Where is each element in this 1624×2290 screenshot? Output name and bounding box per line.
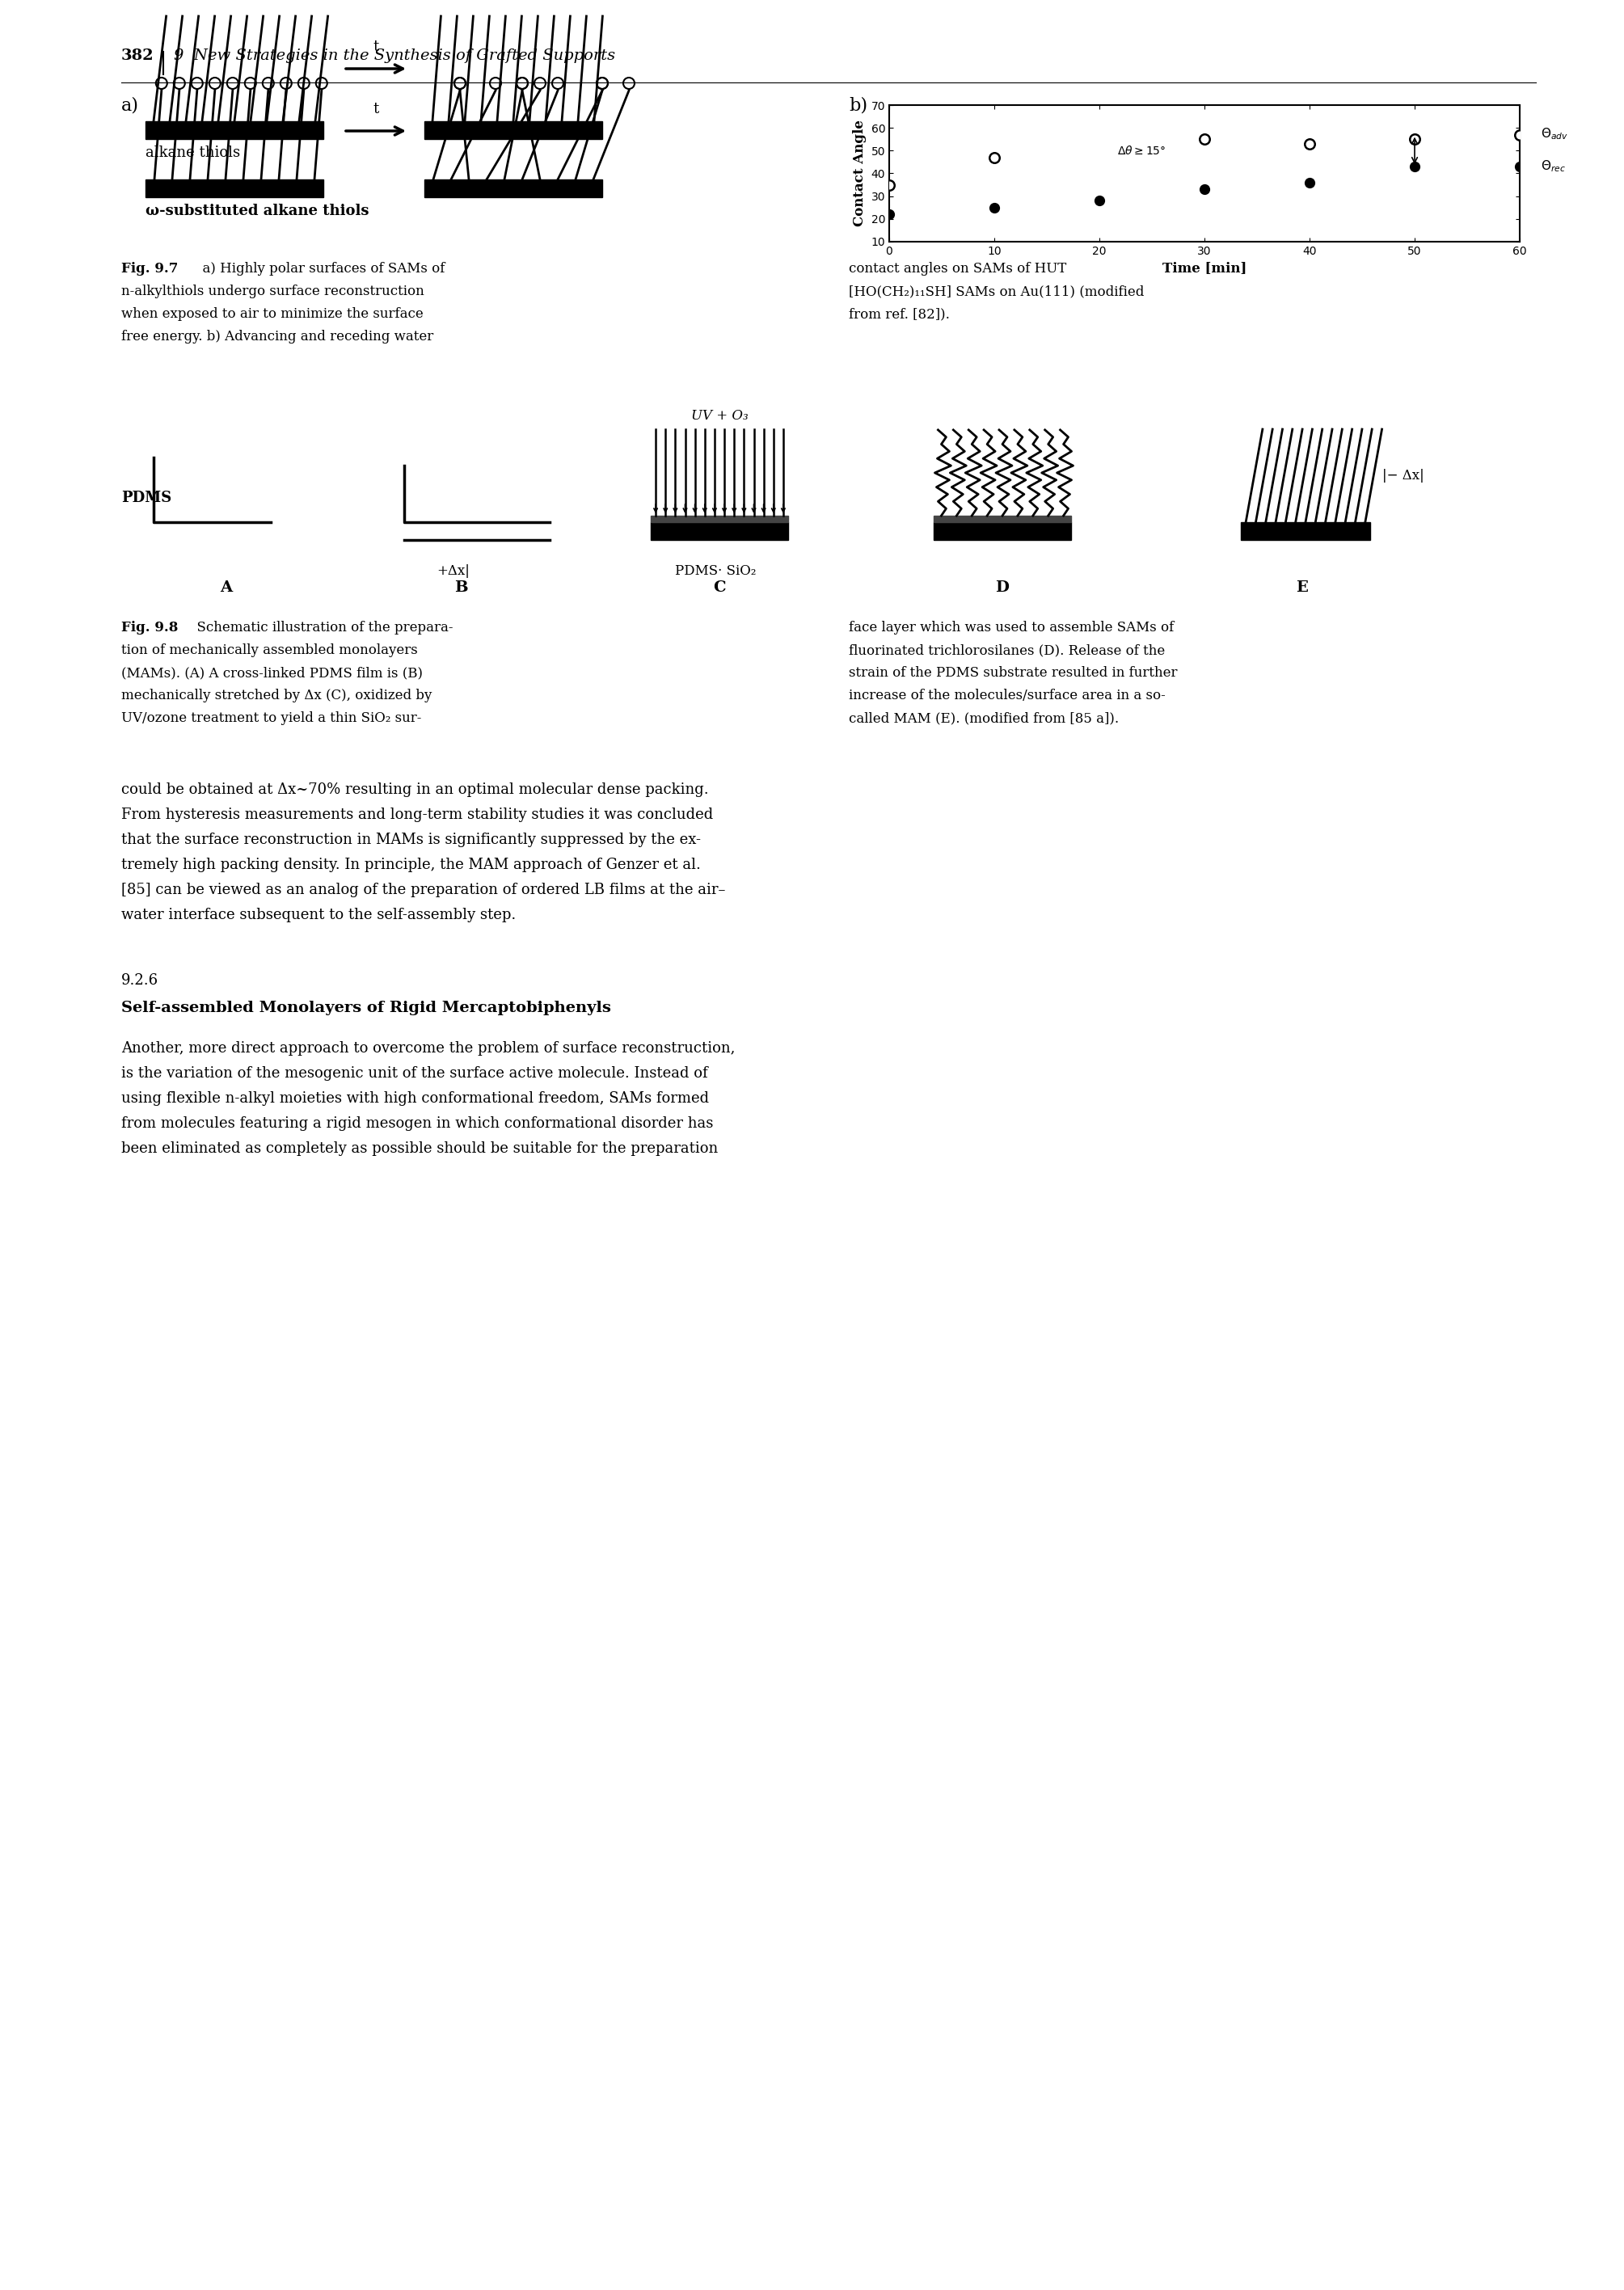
Text: Self-assembled Monolayers of Rigid Mercaptobiphenyls: Self-assembled Monolayers of Rigid Merca… (122, 1001, 611, 1014)
Text: from molecules featuring a rigid mesogen in which conformational disorder has: from molecules featuring a rigid mesogen… (122, 1115, 713, 1131)
Bar (934, 515, 1072, 522)
Text: [HO(CH₂)₁₁SH] SAMs on Au(111) (modified: [HO(CH₂)₁₁SH] SAMs on Au(111) (modified (849, 284, 1145, 298)
Text: (MAMs). (A) A cross-linked PDMS film is (B): (MAMs). (A) A cross-linked PDMS film is … (122, 666, 422, 680)
Text: A: A (221, 579, 232, 595)
Text: $\Theta_{adv}$: $\Theta_{adv}$ (1541, 126, 1569, 142)
Text: b): b) (849, 96, 867, 114)
Text: $\Theta_{rec}$: $\Theta_{rec}$ (1541, 158, 1566, 174)
Bar (934, 522, 1072, 540)
Y-axis label: Contact Angle: Contact Angle (853, 119, 867, 227)
Text: tion of mechanically assembled monolayers: tion of mechanically assembled monolayer… (122, 643, 417, 657)
Text: water interface subsequent to the self-assembly step.: water interface subsequent to the self-a… (122, 907, 516, 923)
X-axis label: Time [min]: Time [min] (1163, 261, 1247, 275)
Text: B: B (455, 579, 468, 595)
Text: From hysteresis measurements and long-term stability studies it was concluded: From hysteresis measurements and long-te… (122, 808, 713, 822)
Text: Another, more direct approach to overcome the problem of surface reconstruction,: Another, more direct approach to overcom… (122, 1042, 736, 1056)
Text: when exposed to air to minimize the surface: when exposed to air to minimize the surf… (122, 307, 424, 321)
Text: UV + O₃: UV + O₃ (690, 410, 749, 424)
Text: a) Highly polar surfaces of SAMs of: a) Highly polar surfaces of SAMs of (193, 261, 445, 275)
Text: n-alkylthiols undergo surface reconstruction: n-alkylthiols undergo surface reconstruc… (122, 284, 424, 298)
Bar (424, 179, 603, 197)
Text: Fig. 9.7: Fig. 9.7 (122, 261, 179, 275)
Text: t: t (374, 101, 378, 117)
Text: PDMS· SiO₂: PDMS· SiO₂ (676, 563, 755, 577)
Text: +Δx|: +Δx| (437, 563, 469, 577)
Text: |− Δx|: |− Δx| (1382, 469, 1424, 483)
Text: [85] can be viewed as an analog of the preparation of ordered LB films at the ai: [85] can be viewed as an analog of the p… (122, 882, 726, 898)
Bar (651, 515, 788, 522)
Text: from ref. [82]).: from ref. [82]). (849, 307, 950, 321)
Text: 9  New Strategies in the Synthesis of Grafted Supports: 9 New Strategies in the Synthesis of Gra… (174, 48, 615, 64)
Bar (1241, 522, 1371, 540)
Bar (146, 121, 323, 140)
Text: PDMS: PDMS (122, 490, 172, 506)
Text: Schematic illustration of the prepara-: Schematic illustration of the prepara- (188, 621, 453, 634)
Bar (424, 121, 603, 140)
Text: using flexible n-alkyl moieties with high conformational freedom, SAMs formed: using flexible n-alkyl moieties with hig… (122, 1092, 710, 1106)
Text: t: t (374, 39, 378, 55)
Text: free energy. b) Advancing and receding water: free energy. b) Advancing and receding w… (122, 330, 434, 343)
Text: UV/ozone treatment to yield a thin SiO₂ sur-: UV/ozone treatment to yield a thin SiO₂ … (122, 712, 422, 726)
Bar (651, 522, 788, 540)
Text: face layer which was used to assemble SAMs of: face layer which was used to assemble SA… (849, 621, 1174, 634)
Text: $\Delta\theta \geq 15°$: $\Delta\theta \geq 15°$ (1117, 144, 1166, 156)
Text: mechanically stretched by Δx (C), oxidized by: mechanically stretched by Δx (C), oxidiz… (122, 689, 432, 703)
Text: 9.2.6: 9.2.6 (122, 973, 159, 987)
Text: alkane thiols: alkane thiols (146, 147, 240, 160)
Text: 382: 382 (122, 48, 154, 64)
Text: Fig. 9.8: Fig. 9.8 (122, 621, 179, 634)
Text: contact angles on SAMs of HUT: contact angles on SAMs of HUT (849, 261, 1067, 275)
Text: E: E (1296, 579, 1307, 595)
Text: called MAM (E). (modified from [85 a]).: called MAM (E). (modified from [85 a]). (849, 712, 1119, 726)
Text: fluorinated trichlorosilanes (D). Release of the: fluorinated trichlorosilanes (D). Releas… (849, 643, 1164, 657)
Text: strain of the PDMS substrate resulted in further: strain of the PDMS substrate resulted in… (849, 666, 1177, 680)
Text: could be obtained at Δx~70% resulting in an optimal molecular dense packing.: could be obtained at Δx~70% resulting in… (122, 783, 708, 797)
Text: a): a) (122, 96, 140, 114)
Text: been eliminated as completely as possible should be suitable for the preparation: been eliminated as completely as possibl… (122, 1140, 718, 1156)
Text: D: D (996, 579, 1009, 595)
Text: increase of the molecules/surface area in a so-: increase of the molecules/surface area i… (849, 689, 1166, 703)
Text: C: C (713, 579, 726, 595)
Text: ω-substituted alkane thiols: ω-substituted alkane thiols (146, 204, 369, 218)
Bar (146, 179, 323, 197)
Text: is the variation of the mesogenic unit of the surface active molecule. Instead o: is the variation of the mesogenic unit o… (122, 1067, 708, 1081)
Text: that the surface reconstruction in MAMs is significantly suppressed by the ex-: that the surface reconstruction in MAMs … (122, 834, 702, 847)
Text: tremely high packing density. In principle, the MAM approach of Genzer et al.: tremely high packing density. In princip… (122, 859, 700, 872)
